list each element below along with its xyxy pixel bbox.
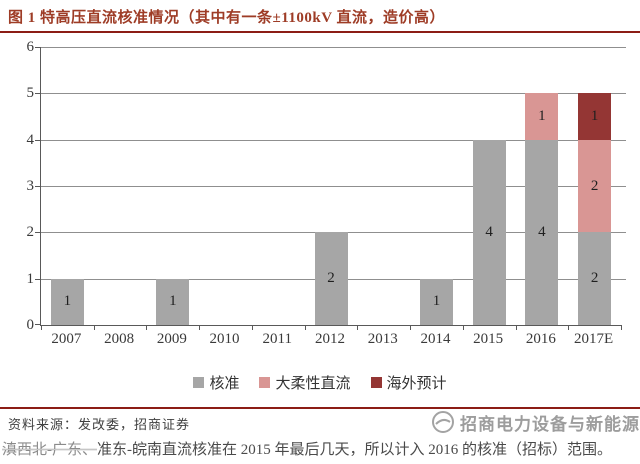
x-axis-tick [462,325,464,330]
source-line: 资料来源：发改委，招商证券 [8,417,191,432]
x-axis-tick [251,325,253,330]
y-tick-label: 4 [26,131,35,148]
footer-rule [0,407,640,409]
footnote: 滇西北-广东、准东-皖南直流核准在 2015 年最后几天，所以计入 2016 的… [2,438,638,459]
bar-value-label: 4 [538,223,546,240]
y-axis-tick [35,186,41,187]
x-tick-label: 2008 [104,331,135,347]
x-tick-label: 2017E [574,331,614,347]
bar-value-label: 2 [590,270,599,287]
legend-item: 海外预计 [370,372,447,393]
watermark: 招商电力设备与新能源 [430,409,640,435]
x-tick-label: 2015 [473,331,504,347]
watermark-text: 招商电力设备与新能源 [460,414,640,434]
x-axis-tick [621,325,622,330]
gridline [41,186,626,187]
x-tick-label: 2014 [420,331,451,347]
y-axis-tick [35,139,41,141]
x-axis-tick [199,325,201,330]
x-axis-tick [357,325,359,330]
y-axis-tick [35,47,41,48]
y-axis-tick [35,93,41,95]
bar-segment: 1 [50,278,84,325]
x-tick-label: 2012 [314,331,345,347]
x-tick-label: 2010 [209,331,240,347]
gridline [41,139,626,141]
y-tick-label: 0 [26,317,35,333]
footnote-smudged-text: 滇西北-广东、 [2,442,97,458]
bar-value-label: 1 [538,108,546,124]
bar-segment: 1 [419,278,453,325]
x-tick-label: 2007 [51,331,82,347]
x-axis-tick [568,325,570,330]
legend-label: 核准 [209,376,240,392]
bar-segment: 4 [472,139,506,325]
x-tick-label: 2013 [367,331,398,347]
y-axis-tick [35,278,41,280]
x-axis-tick [304,325,306,330]
title-underline [0,31,640,33]
y-tick-label: 3 [26,178,35,194]
gridline [41,93,626,95]
y-tick-label: 5 [26,85,35,102]
x-axis-tick [41,325,42,330]
bar-segment: 4 [525,139,559,325]
legend-item: 核准 [193,372,239,393]
x-axis-labels: 2007 2008 2009 2010 2011 2012 2013 2014 2015 2016… [40,331,620,351]
y-tick-label: 2 [26,224,35,241]
legend-swatch [259,377,271,388]
y-tick-label: 1 [26,270,35,287]
bar-segment: 2 [578,139,612,233]
bar-segment: 2 [578,232,612,325]
legend-label: 大柔性直流 [275,376,351,392]
bar-segment: 1 [156,278,190,325]
x-tick-label: 2009 [156,331,187,347]
bar-segment: 1 [525,93,559,140]
x-tick-label: 2011 [262,331,292,347]
legend-label: 海外预计 [386,376,447,392]
bar-value-label: 1 [63,293,72,310]
x-axis-tick [93,325,95,330]
x-axis-tick [410,325,412,330]
y-axis-tick [35,324,41,325]
legend: 核准 大柔性直流 海外预计 [0,372,640,393]
legend-item: 大柔性直流 [259,372,351,393]
bar-value-label: 2 [590,177,599,194]
y-axis-tick [35,232,41,234]
y-tick-label: 6 [26,39,35,55]
legend-swatch [370,377,382,388]
legend-swatch [193,377,205,388]
bar-value-label: 2 [327,270,335,287]
bar-segment: 2 [314,232,348,325]
x-axis-tick [515,325,517,330]
bar-value-label: 4 [485,223,493,240]
bar-value-label: 1 [432,293,441,310]
watermark-logo-icon [432,411,454,433]
plot-area: 1 1 2 1 4 4 1 2 2 1 [35,47,626,330]
footnote-text: 准东-皖南直流核准在 2015 年最后几天，所以计入 2016 的核准（招标）范… [97,442,612,458]
gridline [41,47,626,48]
bar-value-label: 1 [590,108,599,124]
bar-segment: 1 [578,93,612,140]
x-tick-label: 2016 [525,331,556,347]
x-axis-tick [146,325,148,330]
figure-title: 图 1 特高压直流核准情况（其中有一条±1100kV 直流，造价高） [8,10,446,26]
bar-value-label: 1 [169,293,177,310]
